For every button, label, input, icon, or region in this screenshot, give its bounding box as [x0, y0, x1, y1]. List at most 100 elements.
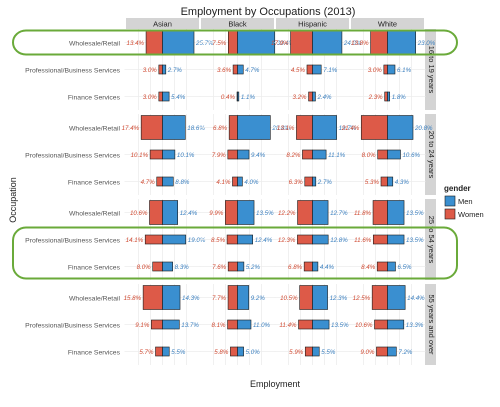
- bar-women-16-to-19-years-black-professional-business-services: [233, 65, 237, 74]
- value-label-men-55-years-and-over-black-professional-business-services: 11.0%: [253, 322, 271, 329]
- value-label-women-55-years-and-over-asian-professional-business-services: 9.1%: [135, 322, 150, 329]
- occupation-label-wholesale-retail: Wholesale/Retail: [69, 211, 120, 218]
- value-label-women-55-years-and-over-white-finance-services: 9.0%: [360, 349, 375, 356]
- bar-men-55-years-and-over-white-wholesale-retail: [388, 286, 406, 310]
- value-label-men-16-to-19-years-white-finance-services: 1.8%: [392, 94, 407, 101]
- value-label-men-20-to-24-years-asian-professional-business-services: 10.1%: [177, 152, 195, 159]
- bar-men-25-to-54-years-black-wholesale-retail: [238, 201, 255, 225]
- value-label-men-55-years-and-over-asian-finance-services: 5.5%: [171, 349, 186, 356]
- value-label-men-25-to-54-years-black-professional-business-services: 12.4%: [255, 237, 273, 244]
- value-label-women-16-to-19-years-black-finance-services: 0.4%: [221, 94, 236, 101]
- value-label-men-55-years-and-over-hispanic-finance-services: 5.5%: [321, 349, 336, 356]
- bar-women-25-to-54-years-white-finance-services: [377, 262, 387, 271]
- bar-men-20-to-24-years-asian-finance-services: [163, 177, 174, 186]
- value-label-women-20-to-24-years-hispanic-professional-business-services: 8.2%: [286, 152, 301, 159]
- value-label-women-55-years-and-over-white-professional-business-services: 10.6%: [355, 322, 373, 329]
- value-label-men-20-to-24-years-asian-wholesale-retail: 18.6%: [187, 125, 205, 132]
- bar-women-20-to-24-years-black-wholesale-retail: [229, 116, 237, 140]
- bar-women-55-years-and-over-hispanic-finance-services: [305, 347, 312, 356]
- value-label-women-25-to-54-years-hispanic-finance-services: 6.8%: [288, 264, 303, 271]
- bar-men-25-to-54-years-black-finance-services: [238, 262, 244, 271]
- bar-women-20-to-24-years-hispanic-finance-services: [305, 177, 313, 186]
- bar-men-20-to-24-years-white-wholesale-retail: [388, 116, 413, 140]
- bar-men-20-to-24-years-black-professional-business-services: [238, 150, 250, 159]
- bar-men-55-years-and-over-white-professional-business-services: [388, 320, 404, 329]
- value-label-women-25-to-54-years-black-wholesale-retail: 9.9%: [209, 210, 224, 217]
- row-strip-label-16-to-19-years: 16 to 19 years: [427, 46, 436, 94]
- row-strip-label-25-to-54-years: 25 to 54 years: [427, 216, 436, 264]
- occupation-label-professional-business-services: Professional/Business Services: [25, 238, 120, 245]
- value-label-men-25-to-54-years-hispanic-finance-services: 4.4%: [320, 264, 335, 271]
- bar-men-55-years-and-over-black-wholesale-retail: [238, 286, 249, 310]
- bar-men-55-years-and-over-hispanic-professional-business-services: [313, 320, 330, 329]
- value-label-women-16-to-19-years-black-professional-business-services: 3.6%: [217, 67, 232, 74]
- bar-women-20-to-24-years-black-professional-business-services: [228, 150, 238, 159]
- bar-men-25-to-54-years-hispanic-professional-business-services: [313, 235, 329, 244]
- bar-women-25-to-54-years-white-wholesale-retail: [373, 201, 387, 225]
- bar-men-16-to-19-years-black-wholesale-retail: [238, 31, 275, 55]
- value-label-men-25-to-54-years-white-finance-services: 6.5%: [397, 264, 412, 271]
- bar-women-25-to-54-years-hispanic-wholesale-retail: [298, 201, 313, 225]
- value-label-men-55-years-and-over-asian-wholesale-retail: 14.3%: [182, 295, 200, 302]
- value-label-women-25-to-54-years-hispanic-professional-business-services: 12.3%: [278, 237, 296, 244]
- value-label-men-55-years-and-over-asian-professional-business-services: 13.7%: [181, 322, 199, 329]
- value-label-women-16-to-19-years-white-professional-business-services: 3.0%: [368, 67, 383, 74]
- value-label-women-20-to-24-years-black-finance-services: 4.1%: [216, 179, 231, 186]
- bar-men-25-to-54-years-asian-finance-services: [163, 262, 173, 271]
- bar-men-55-years-and-over-asian-wholesale-retail: [163, 286, 181, 310]
- bar-men-20-to-24-years-white-finance-services: [388, 177, 393, 186]
- column-strip-label-white: White: [378, 20, 397, 29]
- value-label-men-20-to-24-years-asian-finance-services: 8.8%: [175, 179, 190, 186]
- bar-women-25-to-54-years-hispanic-professional-business-services: [297, 235, 312, 244]
- occupation-label-finance-services: Finance Services: [68, 265, 121, 272]
- bar-women-25-to-54-years-asian-wholesale-retail: [150, 201, 163, 225]
- bar-women-25-to-54-years-asian-finance-services: [153, 262, 163, 271]
- value-label-women-16-to-19-years-white-wholesale-retail: 13.8%: [351, 40, 369, 47]
- bar-men-25-to-54-years-hispanic-wholesale-retail: [313, 201, 329, 225]
- bar-men-16-to-19-years-hispanic-professional-business-services: [313, 65, 322, 74]
- value-label-men-25-to-54-years-asian-finance-services: 8.3%: [175, 264, 190, 271]
- bar-women-25-to-54-years-black-wholesale-retail: [225, 201, 237, 225]
- value-label-women-25-to-54-years-white-wholesale-retail: 11.8%: [354, 210, 372, 217]
- bar-men-20-to-24-years-hispanic-finance-services: [313, 177, 316, 186]
- bar-women-55-years-and-over-black-professional-business-services: [228, 320, 238, 329]
- bar-women-25-to-54-years-white-professional-business-services: [373, 235, 387, 244]
- bar-men-25-to-54-years-white-wholesale-retail: [388, 201, 405, 225]
- y-axis-label: Occupation: [8, 177, 18, 223]
- bar-women-16-to-19-years-white-finance-services: [385, 92, 388, 101]
- bar-men-25-to-54-years-black-professional-business-services: [238, 235, 253, 244]
- occupation-label-finance-services: Finance Services: [68, 180, 121, 187]
- value-label-men-55-years-and-over-black-finance-services: 5.0%: [246, 349, 261, 356]
- value-label-women-16-to-19-years-hispanic-professional-business-services: 4.5%: [291, 67, 306, 74]
- bar-men-55-years-and-over-hispanic-finance-services: [313, 347, 320, 356]
- row-strip-label-20-to-24-years: 20 to 24 years: [427, 131, 436, 179]
- bar-women-20-to-24-years-hispanic-professional-business-services: [302, 150, 312, 159]
- value-label-men-55-years-and-over-white-professional-business-services: 13.3%: [406, 322, 424, 329]
- value-label-men-25-to-54-years-black-finance-services: 5.2%: [246, 264, 261, 271]
- value-label-women-20-to-24-years-black-professional-business-services: 7.9%: [212, 152, 227, 159]
- value-label-men-25-to-54-years-white-wholesale-retail: 13.5%: [406, 210, 424, 217]
- value-label-women-16-to-19-years-asian-professional-business-services: 3.0%: [143, 67, 158, 74]
- value-label-men-16-to-19-years-hispanic-finance-services: 2.4%: [316, 94, 332, 101]
- bar-women-55-years-and-over-asian-professional-business-services: [151, 320, 162, 329]
- bar-men-55-years-and-over-white-finance-services: [388, 347, 397, 356]
- occupation-label-wholesale-retail: Wholesale/Retail: [69, 41, 120, 48]
- bar-women-20-to-24-years-white-wholesale-retail: [361, 116, 387, 140]
- occupation-label-finance-services: Finance Services: [68, 95, 121, 102]
- value-label-women-55-years-and-over-hispanic-finance-services: 5.9%: [289, 349, 304, 356]
- column-strip-label-black: Black: [228, 20, 247, 29]
- value-label-women-16-to-19-years-hispanic-wholesale-retail: 17.9%: [271, 40, 289, 47]
- bar-men-55-years-and-over-asian-professional-business-services: [163, 320, 180, 329]
- bar-men-20-to-24-years-asian-wholesale-retail: [163, 116, 186, 140]
- occupation-label-wholesale-retail: Wholesale/Retail: [69, 296, 120, 303]
- bar-men-20-to-24-years-black-wholesale-retail: [238, 116, 271, 140]
- value-label-men-16-to-19-years-black-finance-services: 1.1%: [241, 94, 256, 101]
- bar-men-16-to-19-years-asian-wholesale-retail: [163, 31, 195, 55]
- bar-women-20-to-24-years-white-professional-business-services: [378, 150, 388, 159]
- bar-women-16-to-19-years-black-wholesale-retail: [228, 31, 237, 55]
- value-label-women-55-years-and-over-hispanic-wholesale-retail: 10.5%: [280, 295, 298, 302]
- value-label-women-55-years-and-over-white-wholesale-retail: 12.5%: [353, 295, 371, 302]
- bar-men-16-to-19-years-black-professional-business-services: [238, 65, 244, 74]
- bar-men-20-to-24-years-black-finance-services: [238, 177, 243, 186]
- value-label-women-20-to-24-years-white-wholesale-retail: 21.4%: [341, 125, 360, 132]
